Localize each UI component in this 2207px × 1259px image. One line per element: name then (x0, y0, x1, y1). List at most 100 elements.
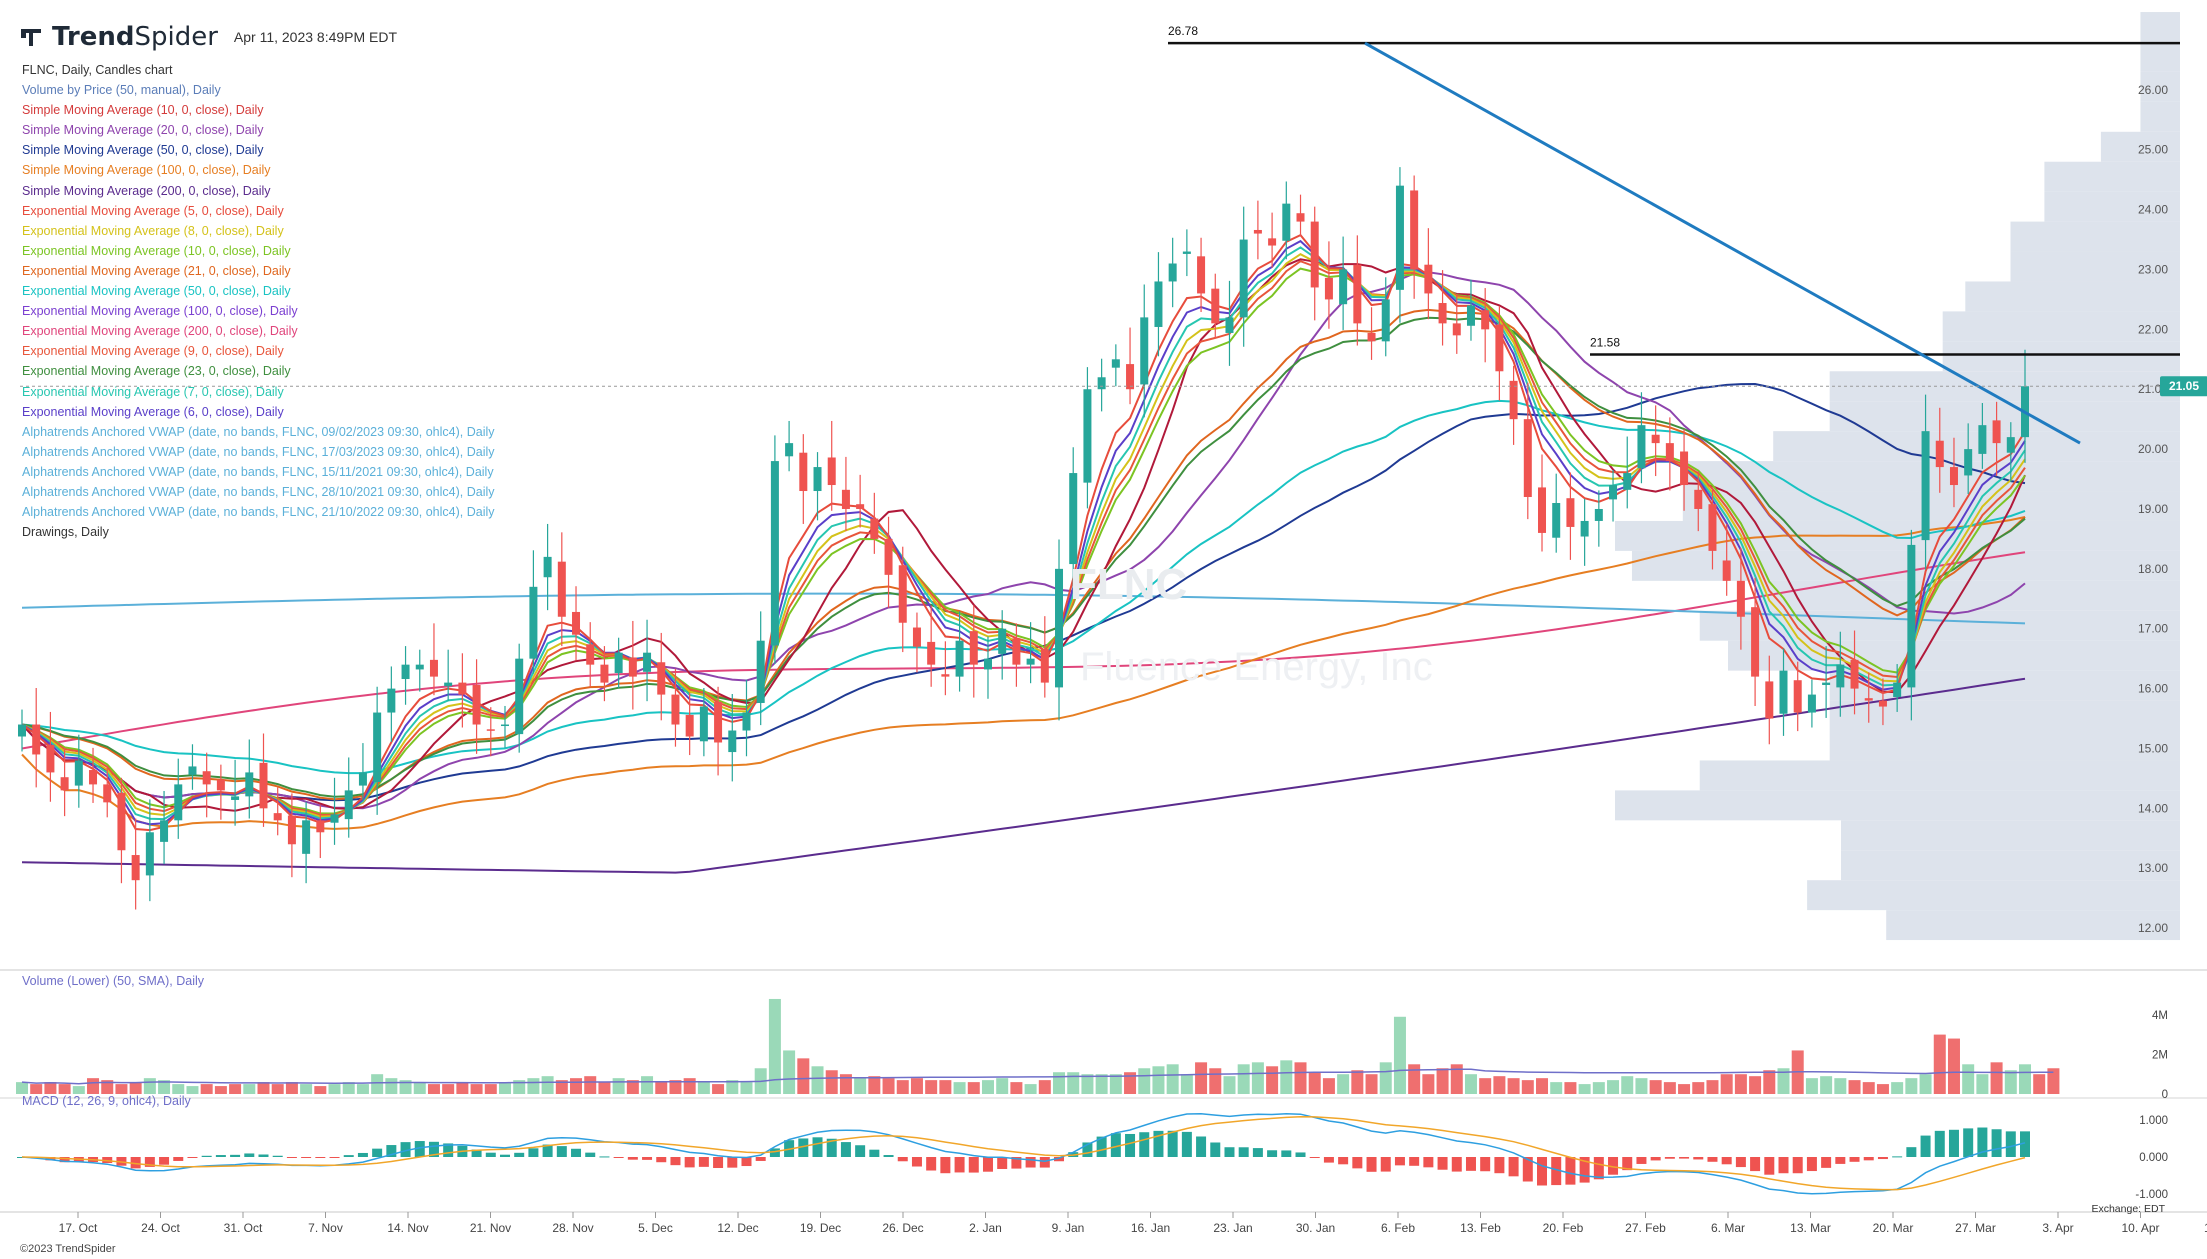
candle-body (1580, 520, 1589, 537)
legend-item[interactable]: Exponential Moving Average (9, 0, close)… (22, 344, 284, 359)
volume-bar (1450, 1064, 1463, 1094)
candle-body (1140, 317, 1149, 385)
candle-body (1395, 185, 1404, 290)
legend-item[interactable]: Exponential Moving Average (10, 0, close… (22, 243, 291, 258)
candle-body (628, 657, 637, 677)
date-tick-label: 21. Nov (470, 1221, 511, 1235)
legend-item[interactable]: Exponential Moving Average (50, 0, close… (22, 284, 291, 299)
horizontal-level-label: 26.78 (1168, 24, 1198, 38)
volume-profile-bar (2140, 101, 2180, 132)
volume-bar (726, 1080, 739, 1094)
candle-body (1864, 698, 1873, 701)
macd-histogram-bar (329, 1157, 340, 1158)
volume-bar (1564, 1082, 1577, 1094)
candle-body (1609, 485, 1618, 500)
macd-histogram-bar (1139, 1132, 1150, 1157)
volume-bar (1521, 1080, 1534, 1094)
macd-histogram-bar (812, 1137, 823, 1157)
volume-bar (172, 1084, 185, 1094)
macd-histogram-bar (684, 1157, 695, 1168)
macd-histogram-bar (585, 1152, 596, 1157)
macd-histogram-bar (201, 1155, 212, 1157)
legend-item[interactable]: Simple Moving Average (10, 0, close), Da… (22, 103, 264, 118)
legend-item[interactable]: Alphatrends Anchored VWAP (date, no band… (22, 424, 495, 439)
watermark-company: Fluence Energy, Inc (1080, 645, 1433, 689)
legend-item[interactable]: Alphatrends Anchored VWAP (date, no band… (22, 444, 495, 459)
volume-bar (44, 1082, 57, 1094)
volume-bar (1365, 1074, 1378, 1094)
volume-profile-bar (1829, 401, 2180, 432)
volume-bar (2033, 1074, 2046, 1094)
candle-body (1410, 190, 1419, 270)
volume-bar (58, 1084, 71, 1094)
candle-body (358, 772, 367, 786)
candle-body (131, 855, 140, 881)
chart-header: TrendSpider Apr 11, 2023 8:49PM EDT (20, 22, 397, 52)
macd-histogram-bar (670, 1157, 681, 1166)
legend-item[interactable]: Exponential Moving Average (21, 0, close… (22, 263, 291, 278)
macd-histogram-bar (1650, 1157, 1661, 1161)
volume-bar (16, 1082, 28, 1094)
legend-item[interactable]: Simple Moving Average (20, 0, close), Da… (22, 123, 264, 138)
macd-histogram-bar (159, 1157, 170, 1165)
volume-profile-bar (2100, 131, 2180, 162)
macd-histogram-bar (755, 1157, 766, 1161)
candle-body (1466, 305, 1475, 326)
macd-histogram-bar (1025, 1157, 1036, 1168)
volume-profile-bar (2140, 41, 2180, 72)
candle-body (1751, 607, 1760, 677)
candle-body (1310, 221, 1319, 288)
candle-body (969, 631, 978, 665)
legend-item[interactable]: Drawings, Daily (22, 525, 109, 540)
volume-bar (1322, 1078, 1335, 1094)
candle-body (643, 652, 652, 672)
candle-body (2006, 437, 2015, 453)
candle-body (1694, 489, 1703, 509)
volume-bar (285, 1082, 298, 1094)
macd-histogram-bar (528, 1148, 539, 1157)
last-price-text: 21.05 (2169, 379, 2199, 393)
volume-tick-label: 4M (2152, 1010, 2168, 1022)
legend-item[interactable]: Exponential Moving Average (23, 0, close… (22, 364, 291, 379)
candle-body (1949, 467, 1958, 486)
legend-item[interactable]: Simple Moving Average (100, 0, close), D… (22, 163, 271, 178)
legend-item[interactable]: Alphatrends Anchored VWAP (date, no band… (22, 464, 494, 479)
candle-body (586, 644, 595, 665)
candle-body (728, 730, 737, 753)
macd-histogram-bar (1537, 1157, 1548, 1186)
price-tick-label: 26.00 (2138, 83, 2168, 97)
candle-body (1566, 498, 1575, 527)
macd-histogram-bar (301, 1157, 312, 1158)
macd-histogram-bar (1366, 1157, 1377, 1172)
candle-body (486, 729, 495, 731)
candle-body (1779, 670, 1788, 714)
volume-bar (811, 1066, 824, 1094)
macd-histogram-bar (1863, 1157, 1874, 1161)
volume-bar (1067, 1072, 1080, 1094)
legend-item[interactable]: Exponential Moving Average (7, 0, close)… (22, 384, 284, 399)
candle-body (1708, 504, 1717, 551)
volume-bar (1805, 1078, 1818, 1094)
legend-item[interactable]: Simple Moving Average (200, 0, close), D… (22, 183, 271, 198)
macd-histogram-bar (571, 1148, 582, 1157)
brand-rest: Spider (134, 22, 218, 52)
volume-bar (115, 1084, 128, 1094)
legend-item[interactable]: Exponential Moving Average (200, 0, clos… (22, 324, 298, 339)
volume-bar (1379, 1062, 1392, 1094)
legend-item[interactable]: Volume by Price (50, manual), Daily (22, 83, 221, 98)
volume-bar (655, 1082, 668, 1094)
legend-item[interactable]: Alphatrends Anchored VWAP (date, no band… (22, 505, 495, 520)
macd-histogram-bar (1039, 1157, 1050, 1168)
macd-histogram-bar (1906, 1147, 1917, 1157)
legend-item[interactable]: Exponential Moving Average (8, 0, close)… (22, 223, 284, 238)
legend-item[interactable]: Exponential Moving Average (100, 0, clos… (22, 304, 298, 319)
legend-item[interactable]: Simple Moving Average (50, 0, close), Da… (22, 143, 264, 158)
legend-item[interactable]: Exponential Moving Average (5, 0, close)… (22, 203, 284, 218)
price-tick-label: 16.00 (2138, 682, 2168, 696)
legend-item[interactable]: Alphatrends Anchored VWAP (date, no band… (22, 484, 495, 499)
candle-body (714, 701, 723, 743)
volume-profile-bar (1829, 700, 2180, 731)
legend-item[interactable]: Exponential Moving Average (6, 0, close)… (22, 404, 284, 419)
watermark-symbol: FLNC (1070, 560, 1188, 609)
